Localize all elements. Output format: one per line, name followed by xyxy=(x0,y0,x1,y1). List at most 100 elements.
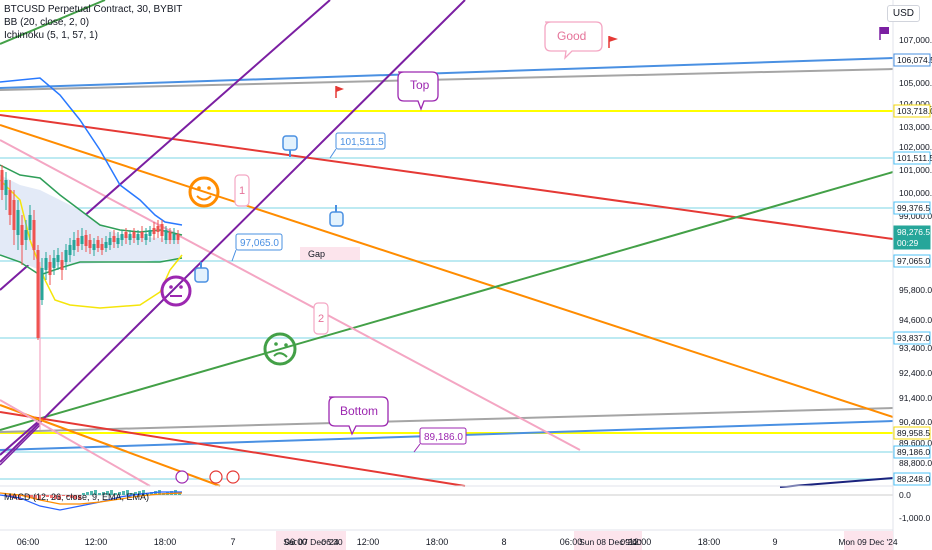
macd-bar xyxy=(126,490,129,495)
wave-label-1: 1 xyxy=(239,185,245,197)
bubble-bottom: Bottom xyxy=(340,404,378,418)
level-line-gray-top xyxy=(0,68,893,91)
macd-bar xyxy=(98,493,101,495)
macd-bar xyxy=(90,491,93,495)
y-tick-label: 100,000.0 xyxy=(899,188,932,198)
y-tick-label: 92,400.0 xyxy=(899,368,932,378)
macd-bar xyxy=(86,492,89,495)
macd-indicator-label[interactable]: MACD (12, 26, close, 9, EMA, EMA) xyxy=(4,492,150,502)
price-label-box xyxy=(893,331,931,345)
currency-button[interactable]: USD xyxy=(886,5,920,22)
fan-purple xyxy=(0,424,41,466)
price-label: 106,074.5 xyxy=(897,55,932,65)
y-tick-label: 88,800.0 xyxy=(899,458,932,468)
level-line-106074 xyxy=(0,57,893,89)
price-label: 97,065.0 xyxy=(897,256,930,266)
ichimoku-indicator-label[interactable]: Ichimoku (5, 1, 57, 1) xyxy=(4,30,98,41)
x-tick-label: 18:00 xyxy=(154,537,177,547)
macd-bar xyxy=(138,491,141,495)
macd-bar xyxy=(94,490,97,495)
trendline-pink xyxy=(0,139,581,451)
x-tick-label: 18:00 xyxy=(698,537,721,547)
macd-bar xyxy=(46,495,49,497)
macd-bar xyxy=(114,493,117,495)
macd-bar xyxy=(118,492,121,495)
y-tick-label: 89,600.0 xyxy=(899,438,932,448)
macd-bar xyxy=(66,495,69,497)
smile-emoji-icon xyxy=(188,176,220,208)
level-line-gray-bottom xyxy=(0,407,893,433)
candle-body xyxy=(8,190,12,215)
price-label-box xyxy=(893,201,931,215)
candle-body xyxy=(160,224,164,236)
macd-bar xyxy=(54,495,57,499)
candle-body xyxy=(60,260,64,270)
macd-tick-label: 0.0 xyxy=(899,490,911,500)
candle-body xyxy=(4,180,8,195)
bb-indicator-label[interactable]: BB (20, close, 2, 0) xyxy=(4,17,90,28)
x-highlight-label: 06:30 xyxy=(321,537,343,547)
x-tick-label: 7 xyxy=(230,537,235,547)
y-tick-label: 90,400.0 xyxy=(899,417,932,427)
trendline-purple-right xyxy=(0,0,466,463)
fan-red xyxy=(0,411,466,487)
price-label: 89,186.0 xyxy=(897,447,930,457)
y-tick-label: 95,800.0 xyxy=(899,285,932,295)
price-label: 101,511.5 xyxy=(897,153,932,163)
flag-icon xyxy=(335,86,344,98)
candle-body xyxy=(152,228,156,234)
x-tick-label: 12:00 xyxy=(357,537,380,547)
candle-body xyxy=(68,245,72,255)
macd-bar xyxy=(178,493,181,495)
y-tick-label: 103,000.0 xyxy=(899,122,932,132)
bb-lower xyxy=(0,254,183,276)
price-label-box xyxy=(893,472,931,486)
macd-bar xyxy=(78,495,81,500)
price-label-box xyxy=(893,151,931,165)
y-tick-label: 99,000.0 xyxy=(899,211,932,221)
macd-line xyxy=(0,491,182,511)
candle-body xyxy=(80,236,84,244)
y-tick-label: 94,600.0 xyxy=(899,315,932,325)
x-tick-label: 06:00 xyxy=(285,537,308,547)
price-labels: 106,074.5 103,718.0 101,511.5 99,376.5 98,27… xyxy=(893,53,932,486)
price-label: 103,718.0 xyxy=(897,106,932,116)
candle-body xyxy=(136,234,140,240)
candle-body xyxy=(168,232,172,240)
candle-body xyxy=(40,268,44,300)
macd-bar xyxy=(42,495,45,496)
candle-body xyxy=(84,235,88,246)
candle-body xyxy=(88,240,92,248)
candle-body xyxy=(92,244,96,250)
macd-bar xyxy=(38,495,41,500)
candle-body xyxy=(156,226,160,232)
candle-body xyxy=(20,225,24,245)
candle-body xyxy=(172,234,176,240)
candle-body xyxy=(112,236,116,242)
candle-body xyxy=(24,230,28,240)
price-label: 99,376.5 xyxy=(897,203,930,213)
candle-body xyxy=(148,230,152,236)
hand-pointer-icon xyxy=(194,262,209,283)
price-note-97065: 97,065.0 xyxy=(240,238,279,249)
candle-body xyxy=(104,242,108,248)
price-label-box xyxy=(893,445,931,459)
candle-body xyxy=(0,170,4,190)
candle-body xyxy=(144,234,148,240)
macd-axis: 0.0 -1,000.0 xyxy=(899,490,930,523)
candle-body xyxy=(164,230,168,240)
x-tick-label: 12:00 xyxy=(629,537,652,547)
macd-bar xyxy=(26,495,29,497)
y-tick-label: 102,000.0 xyxy=(899,142,932,152)
x-highlight-label: 09:00 xyxy=(620,537,642,547)
candle-body xyxy=(128,234,132,240)
neutral-emoji-icon xyxy=(160,275,192,307)
price-label-box xyxy=(893,104,931,118)
price-note-101511: 101,511.5 xyxy=(340,137,384,148)
macd-bar xyxy=(130,493,133,495)
price-label-box xyxy=(893,254,931,268)
candle-body xyxy=(176,234,180,240)
candle-body xyxy=(48,262,52,275)
macd-bar xyxy=(106,491,109,495)
